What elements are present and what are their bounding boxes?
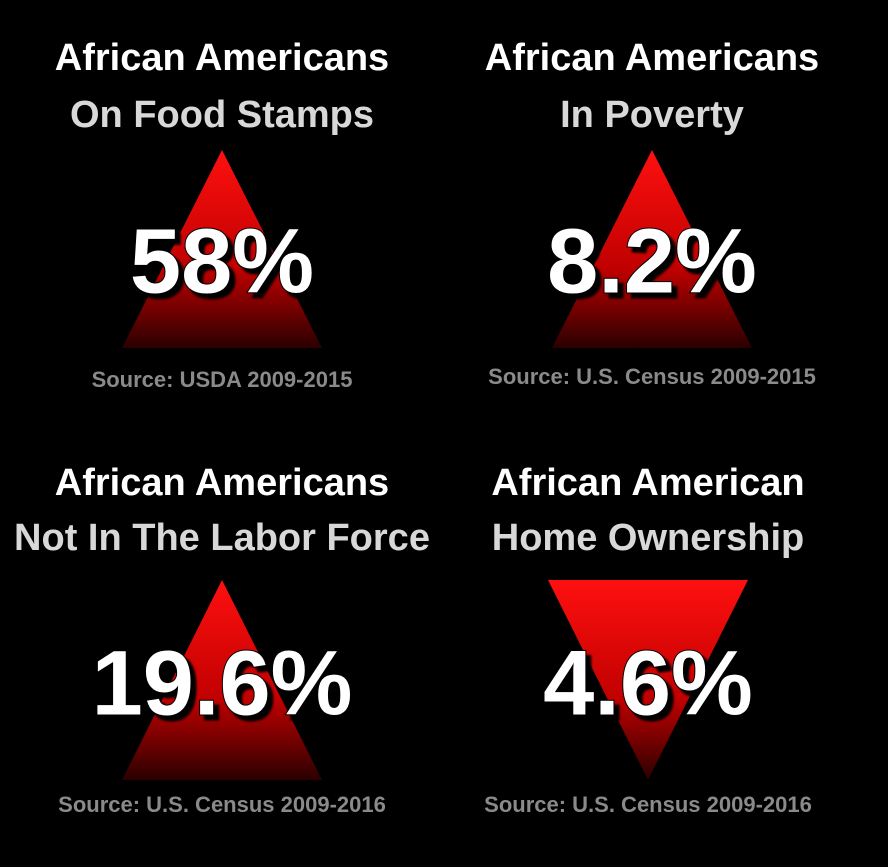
source-note: Source: U.S. Census 2009-2016 (58, 792, 386, 817)
stat-value: 19.6% (92, 632, 353, 734)
source-note: Source: U.S. Census 2009-2015 (488, 364, 816, 389)
stat-value: 58% (130, 210, 314, 312)
panel-subtitle: Not In The Labor Force (14, 517, 430, 559)
source-note: Source: U.S. Census 2009-2016 (484, 792, 812, 817)
source-note: Source: USDA 2009-2015 (92, 367, 353, 392)
panel-subtitle: Home Ownership (492, 517, 805, 559)
arrow-triangle (552, 150, 752, 348)
panel-title: African Americans (485, 37, 819, 79)
arrow-triangle (548, 580, 748, 780)
panel-title: African Americans (55, 37, 389, 79)
arrow-triangle (122, 150, 322, 348)
stat-value: 8.2% (547, 210, 757, 312)
panel-title: African Americans (55, 462, 389, 504)
stat-value: 4.6% (543, 632, 753, 734)
panel-title: African American (491, 462, 804, 504)
arrow-triangle (122, 580, 322, 780)
panel-subtitle: In Poverty (560, 94, 744, 136)
panel-subtitle: On Food Stamps (70, 94, 374, 136)
